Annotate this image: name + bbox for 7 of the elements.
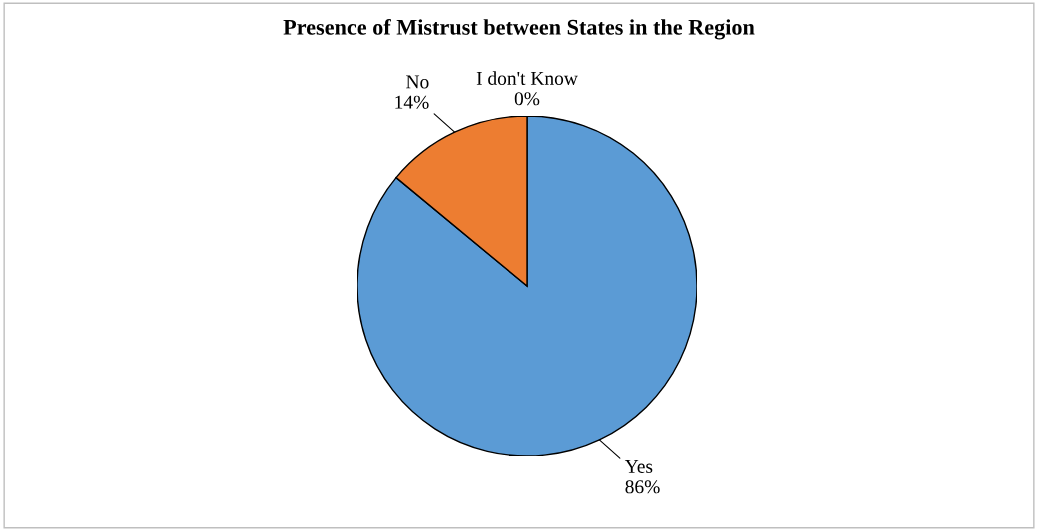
chart-title: Presence of Mistrust between States in the Region xyxy=(283,18,755,40)
category-label: I don't Know xyxy=(476,71,578,85)
data-label: 86% xyxy=(625,480,660,494)
data-label: 14% xyxy=(395,95,429,109)
slice-label: No xyxy=(406,75,429,89)
text: 0% xyxy=(514,92,540,106)
slice-label: Yes xyxy=(624,460,653,473)
